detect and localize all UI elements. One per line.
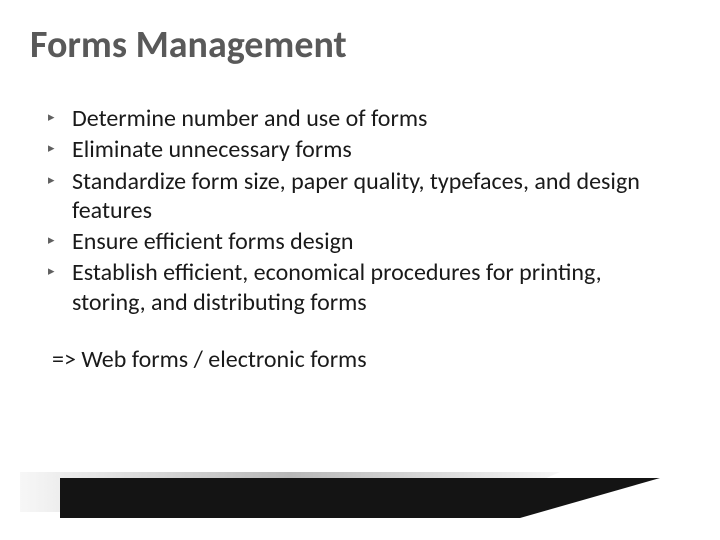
bullet-item: ▸ Standardize form size, paper quality, t… [48, 167, 680, 226]
bullet-text: Ensure efficient forms design [72, 227, 353, 256]
bullet-list: ▸ Determine number and use of forms ▸ Elimi… [48, 104, 680, 317]
footer-line: => Web forms / electronic forms [48, 345, 680, 374]
triangle-bullet-icon: ▸ [48, 111, 55, 124]
slide-body: ▸ Determine number and use of forms ▸ Elimi… [48, 104, 680, 374]
decor-gradient-bar [20, 472, 560, 512]
triangle-bullet-icon: ▸ [48, 234, 55, 247]
slide: Forms Management ▸ Determine number and u… [0, 0, 720, 540]
triangle-bullet-icon: ▸ [48, 174, 55, 187]
bullet-item: ▸ Ensure efficient forms design [48, 227, 680, 256]
bullet-text: Determine number and use of forms [72, 104, 427, 133]
bullet-text: Standardize form size, paper quality, ty… [72, 167, 640, 225]
bullet-item: ▸ Eliminate unnecessary forms [48, 135, 680, 164]
slide-title: Forms Management [30, 22, 347, 68]
decor-wedge [0, 460, 720, 540]
decor-dark-wedge [60, 478, 660, 518]
bullet-item: ▸ Establish efficient, economical procedu… [48, 258, 680, 317]
triangle-bullet-icon: ▸ [48, 142, 55, 155]
bullet-text: Establish efficient, economical procedur… [72, 258, 602, 316]
bullet-text: Eliminate unnecessary forms [72, 135, 352, 164]
triangle-bullet-icon: ▸ [48, 265, 55, 278]
bullet-item: ▸ Determine number and use of forms [48, 104, 680, 133]
